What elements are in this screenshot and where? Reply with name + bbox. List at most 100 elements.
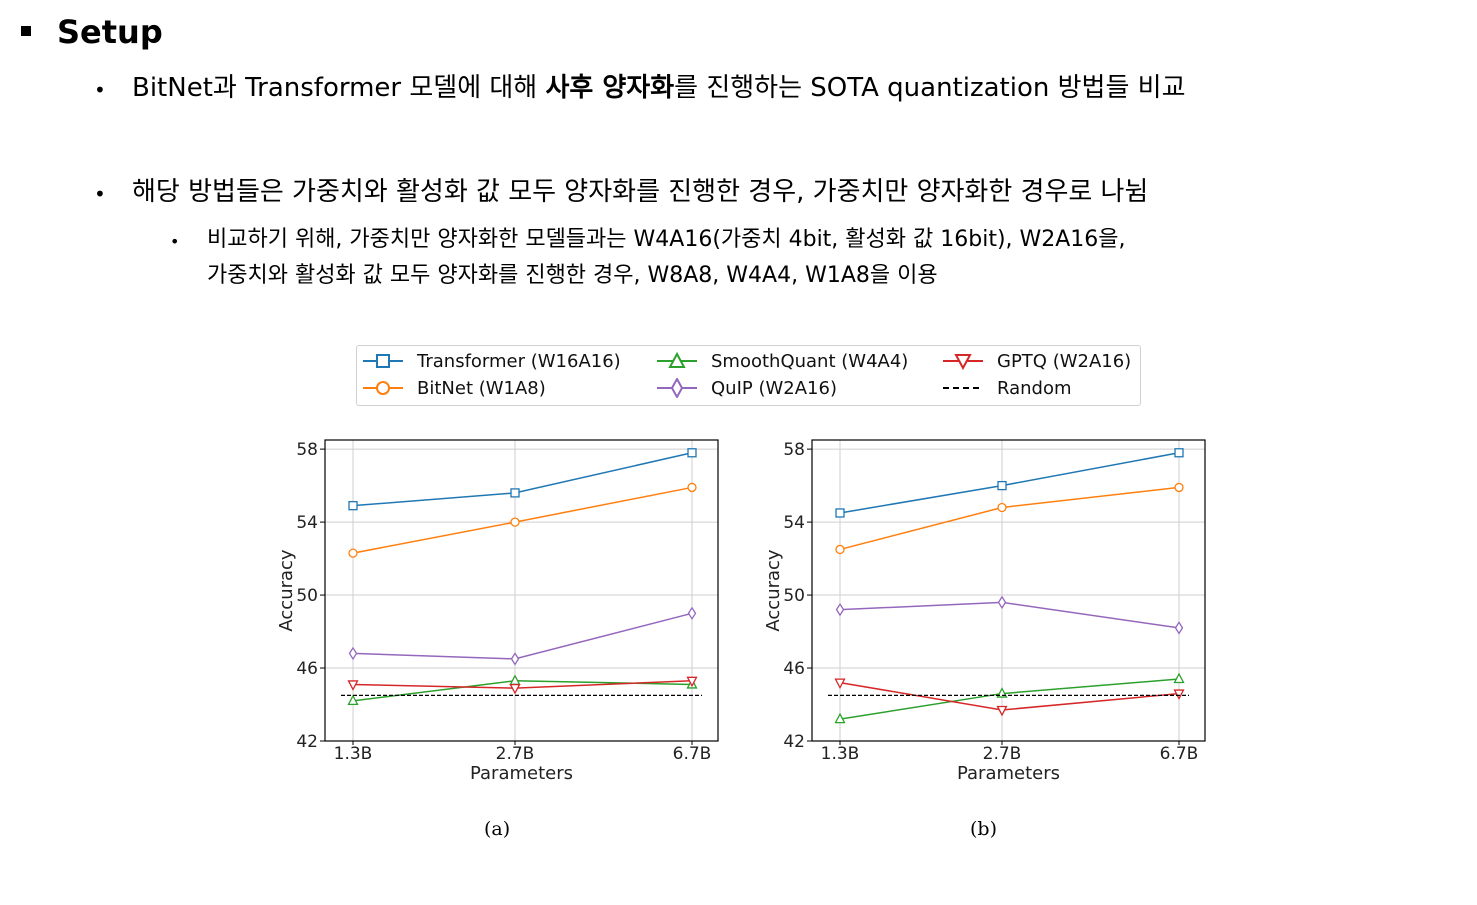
x-tick-label: 1.3B: [821, 744, 860, 764]
series-line: [352, 486, 693, 554]
x-tick-label: 2.7B: [496, 744, 535, 764]
legend-item-smoothquant: SmoothQuant (W4A4): [657, 349, 908, 373]
y-tick-label: 42: [783, 732, 805, 752]
legend-triangle-up-marker-icon: [657, 351, 697, 368]
y-tick-label: 46: [296, 659, 318, 679]
data-point: [997, 502, 1007, 513]
y-tick-label: 50: [783, 586, 805, 606]
data-point: [687, 448, 697, 458]
y-tick-label: 54: [783, 513, 805, 533]
series-line: [352, 612, 693, 660]
bullet-1-bold-text: 사후 양자화: [545, 73, 675, 103]
legend-item-gptq: GPTQ (W2A16): [943, 349, 1131, 373]
legend-label: SmoothQuant (W4A4): [711, 350, 909, 372]
bullet-dot-icon: •: [94, 182, 106, 206]
y-axis-label: Accuracy: [763, 549, 784, 632]
series-line: [839, 452, 1180, 514]
data-point: [348, 646, 358, 661]
legend-dashed-line-icon: [943, 387, 983, 389]
data-point: [347, 694, 359, 706]
legend-item-transformer: Transformer (W16A16): [363, 349, 621, 373]
x-tick-label: 6.7B: [1160, 744, 1199, 764]
chart-a: 42 46 50 54 58 1.3B 2.7B 6.7B Parameters Accuracy: [276, 439, 719, 784]
legend-item-quip: QuIP (W2A16): [657, 376, 837, 400]
series-line: [839, 601, 1180, 629]
series-quip: [348, 606, 697, 666]
y-tick-label: 54: [296, 513, 318, 533]
data-point: [835, 508, 845, 518]
square-bullet-icon: [21, 26, 31, 36]
chart-a-caption: (a): [484, 818, 511, 840]
series-smoothquant: [347, 674, 698, 706]
chart-b: 42 46 50 54 58 1.3B 2.7B 6.7B Parameters Accuracy: [763, 439, 1206, 784]
plot-frame: [324, 439, 719, 742]
legend-diamond-marker-icon: [657, 378, 697, 398]
y-tick-label: 50: [296, 586, 318, 606]
series-line: [839, 486, 1180, 551]
data-point: [348, 548, 358, 558]
series-line: [352, 680, 693, 702]
data-point: [835, 544, 845, 555]
series-gptq: [347, 676, 698, 695]
y-tick-label: 58: [296, 440, 318, 460]
data-point: [686, 676, 698, 688]
data-point: [1174, 482, 1184, 493]
data-point: [510, 488, 520, 498]
data-point: [687, 482, 697, 493]
series-bitnet: [835, 482, 1184, 555]
legend-item-random: Random: [943, 376, 1072, 400]
series-smoothquant: [834, 672, 1185, 724]
y-tick-label: 42: [296, 732, 318, 752]
legend-label: BitNet (W1A8): [417, 377, 546, 399]
series-line: [352, 680, 693, 689]
data-point: [834, 678, 846, 690]
slide-heading: Setup: [57, 13, 163, 51]
bullet-2: 해당 방법들은 가중치와 활성화 값 모두 양자화를 진행한 경우, 가중치만 …: [132, 177, 1149, 207]
legend-triangle-down-marker-icon: [943, 354, 983, 371]
data-point: [509, 674, 521, 685]
legend-label: QuIP (W2A16): [711, 377, 837, 399]
series-line: [839, 681, 1180, 711]
series-gptq: [834, 678, 1185, 717]
bullet-1: BitNet과 Transformer 모델에 대해 사후 양자화를 진행하는 …: [132, 71, 1186, 105]
data-point: [510, 652, 520, 666]
bullet-1-text-end: 를 진행하는 SOTA quantization 방법들 비교: [674, 73, 1186, 103]
y-axis-label: Accuracy: [276, 549, 297, 632]
data-point: [834, 712, 846, 724]
series-bitnet: [348, 482, 697, 558]
y-tick-label: 46: [783, 659, 805, 679]
data-point: [1173, 689, 1185, 700]
data-point: [1174, 448, 1184, 458]
bullet-dot-icon: •: [94, 78, 106, 102]
series-quip: [835, 595, 1184, 635]
x-tick-label: 1.3B: [334, 744, 373, 764]
data-point: [347, 680, 359, 691]
legend-label: Transformer (W16A16): [417, 350, 621, 372]
chart-b-caption: (b): [970, 818, 997, 840]
series-transformer: [835, 448, 1184, 518]
legend-item-bitnet: BitNet (W1A8): [363, 376, 546, 400]
plot-frame: [811, 439, 1206, 742]
x-tick-label: 2.7B: [983, 744, 1022, 764]
legend-label: GPTQ (W2A16): [997, 350, 1132, 372]
data-point: [1174, 621, 1184, 635]
legend-square-marker-icon: [363, 354, 403, 368]
data-point: [509, 683, 521, 695]
data-point: [510, 517, 520, 527]
series-transformer: [348, 448, 697, 511]
sub-bullet-line-1: 비교하기 위해, 가중치만 양자화한 모델들과는 W4A16(가중치 4bit,…: [207, 227, 1126, 252]
data-point: [996, 705, 1008, 717]
sub-bullet-line-2: 가중치와 활성화 값 모두 양자화를 진행한 경우, W8A8, W4A4, W…: [207, 263, 938, 288]
sub-bullet-dot-icon: •: [170, 232, 180, 251]
x-axis-label: Parameters: [957, 763, 1060, 784]
data-point: [1173, 672, 1185, 684]
legend-circle-marker-icon: [363, 381, 403, 395]
data-point: [835, 602, 845, 617]
x-axis-label: Parameters: [470, 763, 573, 784]
data-point: [348, 501, 358, 511]
data-point: [687, 606, 697, 621]
legend-label: Random: [997, 377, 1072, 399]
series-line: [839, 678, 1180, 720]
y-tick-label: 58: [783, 440, 805, 460]
data-point: [997, 595, 1007, 610]
